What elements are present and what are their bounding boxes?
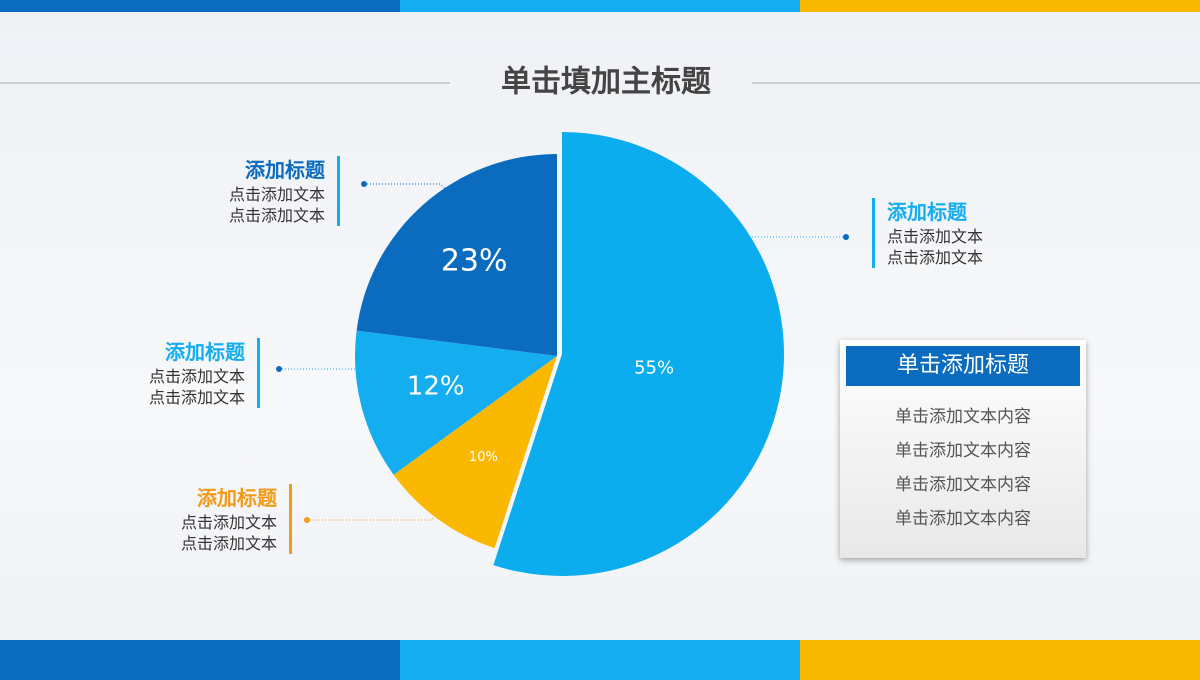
callout-title: 添加标题: [197, 486, 277, 510]
top-strip: [0, 0, 400, 12]
callout-title: 添加标题: [245, 158, 325, 182]
pie-slice: [493, 132, 785, 577]
value-label: 23%: [441, 244, 508, 279]
dot: [361, 181, 367, 187]
callout-text: 点击添加文本: [887, 248, 984, 267]
panel-body: 单击添加文本内容 单击添加文本内容 单击添加文本内容 单击添加文本内容: [840, 386, 1086, 536]
value-label: 12%: [407, 372, 465, 402]
callout: 添加标题 点击添加文本 点击添加文本: [872, 198, 995, 268]
bottom-strip: [0, 640, 400, 680]
callout-title: 添加标题: [887, 200, 967, 224]
callout-text: 点击添加文本: [180, 513, 277, 532]
dot: [276, 366, 282, 372]
panel-item: 单击添加文本内容: [895, 475, 1031, 495]
callout-title: 添加标题: [165, 340, 245, 364]
callout-text: 点击添加文本: [148, 367, 245, 386]
callout-text: 点击添加文本: [148, 388, 245, 407]
callout: 添加标题 点击添加文本 点击添加文本: [217, 156, 340, 226]
bottom-strip: [800, 640, 1200, 680]
callout-text: 点击添加文本: [180, 534, 277, 553]
dot: [304, 517, 310, 523]
top-strip: [400, 0, 800, 12]
info-panel: 单击添加标题 单击添加文本内容 单击添加文本内容 单击添加文本内容 单击添加文本…: [840, 340, 1086, 558]
pie-slice: [393, 356, 557, 549]
panel-item: 单击添加文本内容: [895, 509, 1031, 529]
pie-slice: [356, 154, 557, 356]
callout-text: 点击添加文本: [228, 206, 325, 225]
bottom-strip: [400, 640, 800, 680]
callout: 添加标题 点击添加文本 点击添加文本: [169, 484, 292, 554]
leader-dots: [276, 181, 849, 523]
callout: 添加标题 点击添加文本 点击添加文本: [137, 338, 260, 408]
chart-title: 单击填加主标题: [501, 65, 711, 100]
pie-slice: [355, 330, 557, 475]
dot: [843, 234, 849, 240]
panel-item: 单击添加文本内容: [895, 441, 1031, 461]
callout-text: 点击添加文本: [887, 227, 984, 246]
top-strip: [800, 0, 1200, 12]
callout-text: 点击添加文本: [228, 185, 325, 204]
value-label: 10%: [469, 450, 498, 465]
panel-title: 单击添加标题: [846, 346, 1080, 386]
value-label: 55%: [634, 358, 674, 379]
panel-item: 单击添加文本内容: [895, 407, 1031, 427]
